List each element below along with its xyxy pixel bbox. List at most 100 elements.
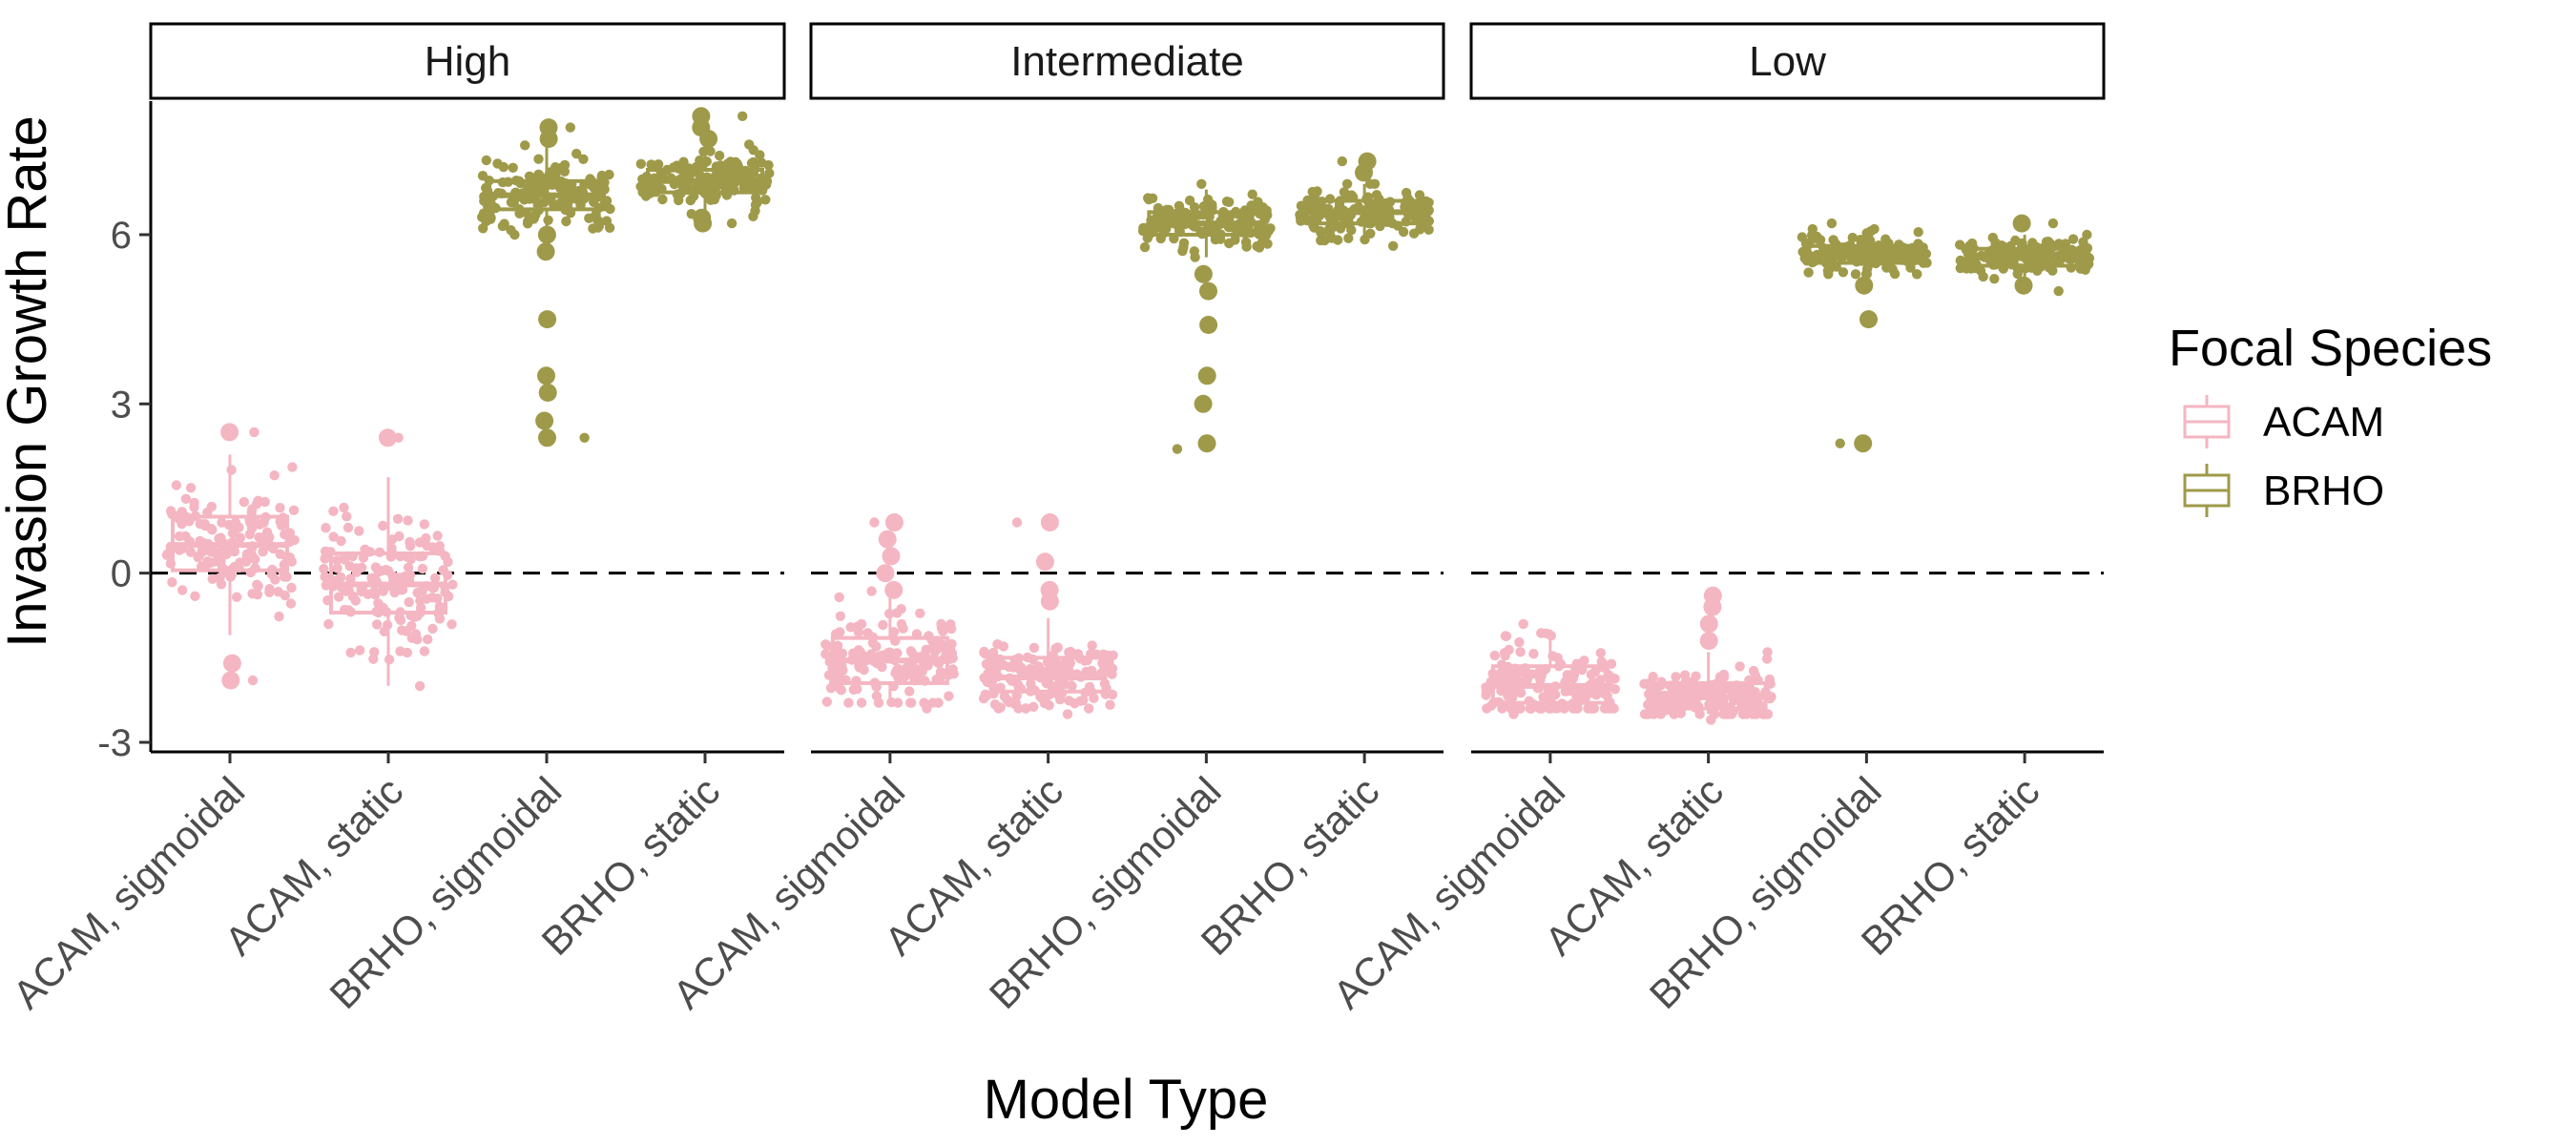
jitter-point xyxy=(427,623,438,635)
jitter-point xyxy=(1803,267,1814,278)
box-intermediate-1 xyxy=(978,513,1118,719)
jitter-point xyxy=(760,195,771,205)
jitter-point xyxy=(1254,242,1265,253)
jitter-point xyxy=(1586,703,1596,714)
jitter-point xyxy=(1247,189,1257,199)
jitter-point xyxy=(426,593,438,603)
outlier-point xyxy=(1699,632,1718,651)
jitter-point xyxy=(1671,672,1681,682)
legend-item-brho: BRHO xyxy=(2183,464,2384,517)
jitter-point xyxy=(1087,640,1097,651)
jitter-point xyxy=(1496,670,1507,680)
jitter-point xyxy=(167,577,177,588)
jitter-point xyxy=(280,590,290,601)
outlier-point xyxy=(1855,276,1874,295)
jitter-point xyxy=(432,531,443,541)
jitter-point xyxy=(185,483,197,493)
facet-strip xyxy=(149,22,786,100)
jitter-point xyxy=(397,584,408,595)
jitter-point xyxy=(1989,274,2000,284)
jitter-point xyxy=(836,685,846,696)
jitter-point xyxy=(1639,709,1651,719)
jitter-point xyxy=(571,148,582,159)
jitter-point xyxy=(477,212,488,222)
jitter-point xyxy=(1189,246,1200,257)
jitter-point xyxy=(1184,195,1195,206)
jitter-point xyxy=(1797,232,1808,242)
jitter-point xyxy=(1364,178,1376,189)
jitter-point xyxy=(843,697,854,708)
jitter-point xyxy=(1812,231,1822,242)
jitter-point xyxy=(389,587,400,598)
jitter-point xyxy=(378,586,388,596)
box-intermediate-2 xyxy=(1137,178,1276,454)
jitter-point xyxy=(254,532,264,543)
jitter-point xyxy=(575,198,586,208)
jitter-point xyxy=(339,502,349,513)
jitter-point xyxy=(1011,517,1023,528)
jitter-point xyxy=(1822,265,1834,276)
jitter-point xyxy=(253,495,263,506)
jitter-point xyxy=(1828,235,1839,245)
jitter-point xyxy=(1084,681,1095,693)
jitter-point xyxy=(323,618,334,630)
jitter-point xyxy=(180,493,192,504)
jitter-point xyxy=(1966,238,1978,249)
jitter-point xyxy=(1325,230,1336,241)
jitter-point xyxy=(336,535,346,547)
jitter-point xyxy=(1500,651,1510,661)
jitter-point xyxy=(884,647,895,657)
y-tick-label: -3 xyxy=(97,722,132,764)
jitter-point xyxy=(1343,233,1354,243)
jitter-point xyxy=(834,592,844,603)
jitter-point xyxy=(714,150,725,161)
jitter-point xyxy=(1501,631,1512,641)
jitter-point xyxy=(1835,438,1845,448)
jitter-point xyxy=(185,547,197,557)
jitter-point xyxy=(328,531,339,542)
y-tick-label: 0 xyxy=(111,553,132,595)
jitter-point xyxy=(1383,214,1395,224)
jitter-point xyxy=(592,215,603,225)
jitter-point xyxy=(1847,232,1859,243)
outlier-point xyxy=(220,423,239,442)
facet-strip-label: High xyxy=(425,38,511,85)
outlier-point xyxy=(538,428,556,448)
jitter-point xyxy=(857,663,868,674)
jitter-point xyxy=(498,161,509,173)
outlier-point xyxy=(537,366,555,385)
jitter-point xyxy=(730,156,741,167)
jitter-point xyxy=(2047,265,2058,276)
jitter-point xyxy=(1489,650,1501,661)
box-high-2 xyxy=(477,118,615,448)
jitter-point xyxy=(1004,697,1014,708)
jitter-point xyxy=(286,582,297,593)
jitter-point xyxy=(1013,703,1024,714)
jitter-point xyxy=(678,171,689,181)
jitter-point xyxy=(381,565,391,575)
jitter-point xyxy=(202,556,213,567)
jitter-point xyxy=(871,641,882,652)
jitter-point xyxy=(415,602,426,614)
jitter-point xyxy=(1869,223,1880,235)
jitter-point xyxy=(423,634,433,645)
jitter-point xyxy=(873,697,884,708)
jitter-point xyxy=(1307,186,1318,198)
jitter-point xyxy=(563,197,573,207)
box-high-0 xyxy=(161,423,300,690)
jitter-point xyxy=(1691,671,1701,681)
jitter-point xyxy=(878,619,888,631)
jitter-point xyxy=(1177,245,1188,257)
jitter-point xyxy=(1518,618,1528,630)
jitter-point xyxy=(2067,234,2079,244)
jitter-point xyxy=(1594,687,1606,697)
jitter-point xyxy=(989,699,1001,710)
jitter-point xyxy=(321,523,331,533)
jitter-point xyxy=(1398,226,1409,238)
jitter-point xyxy=(856,697,867,708)
jitter-point xyxy=(1064,647,1074,657)
jitter-point xyxy=(1178,238,1190,248)
jitter-point xyxy=(401,626,411,636)
jitter-point xyxy=(835,611,846,621)
